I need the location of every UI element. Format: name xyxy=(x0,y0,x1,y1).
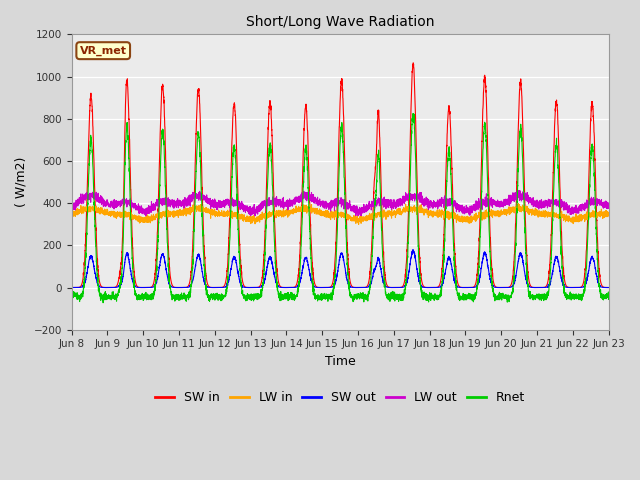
Title: Short/Long Wave Radiation: Short/Long Wave Radiation xyxy=(246,15,435,29)
SW out xyxy=(605,285,612,290)
LW out xyxy=(431,202,438,207)
SW out xyxy=(164,278,172,284)
Rnet xyxy=(605,293,612,299)
SW in xyxy=(164,239,172,245)
LW out xyxy=(164,195,172,201)
SW out xyxy=(239,285,246,290)
LW in xyxy=(491,213,499,219)
SW in xyxy=(320,285,328,290)
Rnet xyxy=(320,291,328,297)
Rnet xyxy=(409,110,417,116)
SW out xyxy=(409,247,417,252)
SW out xyxy=(604,285,612,290)
LW out xyxy=(461,211,468,217)
LW in xyxy=(461,218,468,224)
Rnet xyxy=(604,291,612,297)
Rnet xyxy=(164,264,172,270)
Y-axis label: ( W/m2): ( W/m2) xyxy=(15,157,28,207)
LW in xyxy=(515,201,522,206)
LW out xyxy=(604,205,612,211)
Text: VR_met: VR_met xyxy=(80,46,127,56)
LW in xyxy=(604,213,612,218)
SW in xyxy=(491,283,499,289)
SW out xyxy=(491,285,499,290)
LW out xyxy=(320,202,328,208)
Line: LW in: LW in xyxy=(72,204,609,225)
LW out xyxy=(142,213,150,219)
SW in xyxy=(604,285,612,290)
LW out xyxy=(515,188,523,193)
LW out xyxy=(605,200,612,206)
Line: SW in: SW in xyxy=(72,63,609,288)
Rnet xyxy=(491,292,499,298)
SW in xyxy=(68,285,76,290)
X-axis label: Time: Time xyxy=(324,355,355,368)
Rnet xyxy=(68,291,76,297)
SW out xyxy=(320,285,328,290)
SW out xyxy=(461,285,468,290)
Line: SW out: SW out xyxy=(72,250,609,288)
SW out xyxy=(431,285,438,290)
LW in xyxy=(320,210,328,216)
LW in xyxy=(431,212,438,217)
SW in xyxy=(410,60,417,66)
Line: LW out: LW out xyxy=(72,191,609,216)
Rnet xyxy=(461,292,468,298)
LW out xyxy=(68,204,76,210)
SW in xyxy=(461,285,468,290)
LW out xyxy=(491,201,499,206)
Legend: SW in, LW in, SW out, LW out, Rnet: SW in, LW in, SW out, LW out, Rnet xyxy=(150,386,530,409)
SW in xyxy=(605,285,612,290)
Rnet xyxy=(431,293,438,299)
LW in xyxy=(164,214,172,220)
LW in xyxy=(355,222,362,228)
Line: Rnet: Rnet xyxy=(72,113,609,303)
Rnet xyxy=(99,300,107,306)
SW out xyxy=(68,285,76,290)
SW in xyxy=(431,285,438,290)
LW in xyxy=(68,211,76,217)
LW in xyxy=(605,210,612,216)
